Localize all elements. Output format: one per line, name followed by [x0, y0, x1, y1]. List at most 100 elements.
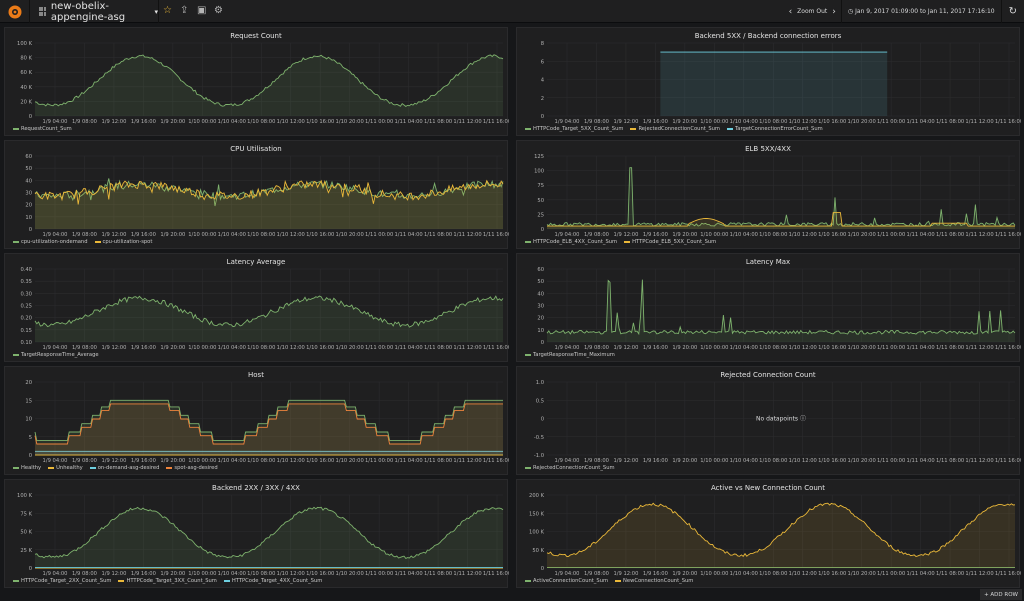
- legend-item[interactable]: cpu-utilization-spot: [94, 239, 153, 245]
- x-tick-label: 1/11 00:00: [365, 345, 393, 351]
- graph-canvas[interactable]: 0 5 10 15 20 1/9 04:00 1/9 08:00 1/9 12:00 1/9 1…: [5, 367, 509, 476]
- star-icon[interactable]: ☆: [163, 5, 172, 16]
- y-tick-label: 0.35: [20, 279, 32, 285]
- y-tick-label: 30: [25, 191, 32, 197]
- x-tick-label: 1/11 00:00: [877, 458, 905, 464]
- legend-item[interactable]: HTTPCode_ELB_4XX_Count_Sum: [525, 239, 617, 245]
- legend-swatch: [89, 467, 96, 469]
- legend-item[interactable]: RejectedConnectionCount_Sum: [525, 465, 615, 471]
- legend-item[interactable]: on-demand-asg-desired: [89, 465, 159, 471]
- legend-item[interactable]: RequestCount_Sum: [13, 126, 72, 132]
- x-tick-label: 1/9 16:00: [131, 458, 156, 464]
- x-tick-label: 1/11 08:00: [424, 119, 452, 125]
- grafana-logo-icon[interactable]: [0, 0, 30, 23]
- panel-host[interactable]: Host 0 5 10 15 20 1/9 04:00 1/9 08:00 1/9 12:00 1…: [4, 366, 509, 476]
- panel-title[interactable]: Active vs New Connection Count: [710, 484, 825, 492]
- x-tick-label: 1/11 12:00: [453, 458, 481, 464]
- panel-title[interactable]: ELB 5XX/4XX: [745, 145, 791, 153]
- dashboard-picker[interactable]: new-obelix-appengine-asg ▾: [31, 0, 159, 23]
- panel-request-count[interactable]: Request Count 0 20 K 40 K 60 K 80 K 100 K 1/9 0…: [4, 27, 509, 137]
- x-tick-label: 1/11 04:00: [394, 458, 422, 464]
- panel-title[interactable]: Rejected Connection Count: [720, 371, 816, 379]
- legend-label: TargetResponseTime_Average: [21, 352, 99, 358]
- legend-item[interactable]: RejectedConnectionCount_Sum: [630, 126, 720, 132]
- x-tick-label: 1/11 04:00: [906, 232, 934, 238]
- panel-latency-average[interactable]: Latency Average 0.10 0.15 0.20 0.25 0.30 0.35 0…: [4, 253, 509, 363]
- graph-legend: Healthy Unhealthy on-demand-asg-desired spo…: [13, 465, 218, 471]
- panel-title[interactable]: Backend 2XX / 3XX / 4XX: [212, 484, 300, 492]
- x-tick-label: 1/9 20:00: [672, 345, 697, 351]
- panel-backend-5xx-backend-connection-errors[interactable]: Backend 5XX / Backend connection errors 0…: [516, 27, 1021, 137]
- legend-item[interactable]: HTTPCode_Target_3XX_Count_Sum: [118, 578, 217, 584]
- legend-label: spot-asg-desired: [174, 465, 218, 471]
- panel-cpu-utilisation[interactable]: CPU Utilisation 0 10 20 30 40 50 60 1/9 04:00 1/9…: [4, 140, 509, 250]
- zoom-out-button[interactable]: Zoom Out: [797, 8, 828, 15]
- graph-canvas[interactable]: 0 2 4 6 8 1/9 04:00 1/9 08:00 1/9 12:00 1/9 16:0…: [517, 28, 1021, 137]
- legend-item[interactable]: Healthy: [13, 465, 41, 471]
- legend-item[interactable]: HTTPCode_Target_4XX_Count_Sum: [223, 578, 322, 584]
- legend-item[interactable]: TargetResponseTime_Average: [13, 352, 99, 358]
- x-tick-label: 1/10 00:00: [700, 119, 728, 125]
- x-tick-label: 1/10 16:00: [306, 119, 334, 125]
- x-tick-label: 1/10 12:00: [277, 119, 305, 125]
- x-tick-label: 1/9 12:00: [613, 232, 638, 238]
- panel-backend-2xx-3xx-4xx[interactable]: Backend 2XX / 3XX / 4XX 0 25 K 50 K 75 K 100 …: [4, 479, 509, 589]
- graph-canvas[interactable]: -1.0 -0.5 0 0.5 1.0 1/9 04:00 1/9 08:00 1/9 12:…: [517, 367, 1021, 476]
- panel-title[interactable]: Latency Average: [226, 258, 286, 266]
- legend-item[interactable]: cpu-utilization-ondemand: [13, 239, 88, 245]
- series-line: [34, 399, 503, 441]
- panel-title[interactable]: Request Count: [230, 32, 282, 40]
- x-tick-label: 1/11 16:00: [483, 458, 509, 464]
- panel-rejected-connection-count[interactable]: Rejected Connection Count -1.0 -0.5 0 0.5 1.0…: [516, 366, 1021, 476]
- time-range-picker[interactable]: ◷ Jan 9, 2017 01:09:00 to Jan 11, 2017 1…: [840, 0, 1002, 23]
- x-tick-label: 1/11 00:00: [365, 571, 393, 577]
- legend-label: RequestCount_Sum: [21, 126, 72, 132]
- legend-item[interactable]: HTTPCode_ELB_5XX_Count_Sum: [624, 239, 716, 245]
- x-tick-label: 1/11 04:00: [394, 345, 422, 351]
- series-area: [35, 400, 503, 455]
- series-area: [35, 507, 503, 568]
- legend-item[interactable]: Unhealthy: [48, 465, 83, 471]
- gear-icon[interactable]: ⚙: [214, 5, 223, 16]
- save-icon[interactable]: ▣: [197, 5, 207, 16]
- panel-latency-max[interactable]: Latency Max 0 10 20 30 40 50 60 1/9 04:00 1/9 08:…: [516, 253, 1021, 363]
- legend-item[interactable]: HTTPCode_Target_5XX_Count_Sum: [525, 126, 623, 132]
- graph-canvas[interactable]: 0 10 20 30 40 50 60 1/9 04:00 1/9 08:00 1/9 12:00…: [5, 141, 509, 250]
- x-tick-label: 1/10 08:00: [247, 232, 275, 238]
- legend-item[interactable]: TargetConnectionErrorCount_Sum: [727, 126, 823, 132]
- panel-title[interactable]: CPU Utilisation: [230, 145, 282, 153]
- graph-canvas[interactable]: 0 25 K 50 K 75 K 100 K 1/9 04:00 1/9 08:00 1/9 …: [5, 480, 509, 589]
- panel-title[interactable]: Backend 5XX / Backend connection errors: [694, 32, 842, 40]
- panel-title[interactable]: Latency Max: [745, 258, 791, 266]
- y-tick-label: 60: [537, 267, 544, 273]
- legend-label: cpu-utilization-spot: [102, 239, 153, 245]
- chevron-left-icon[interactable]: ‹: [788, 6, 793, 17]
- panel-active-vs-new-connection-count[interactable]: Active vs New Connection Count 0 50 K 100 K…: [516, 479, 1021, 589]
- legend-item[interactable]: HTTPCode_Target_2XX_Count_Sum: [13, 578, 111, 584]
- graph-canvas[interactable]: 0 10 20 30 40 50 60 1/9 04:00 1/9 08:00 1/9 12:00…: [517, 254, 1021, 363]
- x-tick-label: 1/10 00:00: [700, 571, 728, 577]
- panel-title[interactable]: Host: [248, 371, 264, 379]
- legend-label: HTTPCode_ELB_4XX_Count_Sum: [533, 239, 618, 245]
- x-tick-label: 1/11 16:00: [995, 571, 1021, 577]
- series-line: [546, 167, 1016, 228]
- legend-item[interactable]: NewConnectionCount_Sum: [615, 578, 693, 584]
- legend-item[interactable]: spot-asg-desired: [166, 465, 218, 471]
- add-row-button[interactable]: + ADD ROW: [980, 589, 1022, 600]
- share-icon[interactable]: ⇪: [180, 5, 189, 16]
- graph-canvas[interactable]: 0 50 K 100 K 150 K 200 K 1/9 04:00 1/9 08:00 1/…: [517, 480, 1021, 589]
- x-tick-label: 1/10 00:00: [188, 458, 216, 464]
- series-area: [547, 279, 1015, 342]
- graph-canvas[interactable]: 0.10 0.15 0.20 0.25 0.30 0.35 0.40 1/9 04:00 1/9…: [5, 254, 509, 363]
- legend-swatch: [630, 128, 637, 130]
- x-tick-label: 1/11 04:00: [906, 458, 934, 464]
- graph-canvas[interactable]: 0 20 K 40 K 60 K 80 K 100 K 1/9 04:00 1/9 08:00…: [5, 28, 509, 137]
- x-tick-label: 1/11 08:00: [424, 458, 452, 464]
- graph-canvas[interactable]: 0 25 50 75 100 125 1/9 04:00 1/9 08:00 1/9 12:00…: [517, 141, 1021, 250]
- chevron-right-icon[interactable]: ›: [832, 6, 836, 17]
- legend-item[interactable]: ActiveConnectionCount_Sum: [525, 578, 608, 584]
- x-tick-label: 1/10 00:00: [188, 119, 216, 125]
- refresh-icon[interactable]: ↻: [1008, 6, 1017, 17]
- panel-elb-5xx-4xx[interactable]: ELB 5XX/4XX 0 25 50 75 100 125 1/9 04:00 1/9 08:…: [516, 140, 1021, 250]
- legend-item[interactable]: TargetResponseTime_Maximum: [525, 352, 615, 358]
